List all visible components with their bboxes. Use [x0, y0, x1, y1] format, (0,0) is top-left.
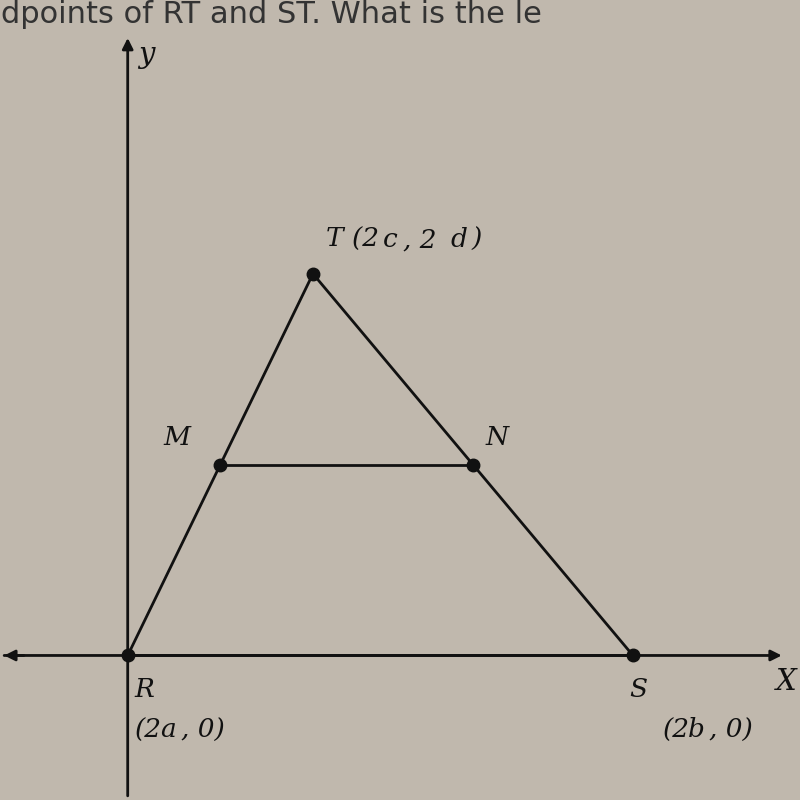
Text: ): )	[471, 227, 482, 252]
Text: y: y	[138, 41, 154, 69]
Text: M: M	[164, 426, 191, 450]
Text: X: X	[776, 668, 797, 696]
Text: dpoints of RT and ST. What is the le: dpoints of RT and ST. What is the le	[2, 0, 542, 30]
Text: S: S	[629, 677, 647, 702]
Text: N: N	[486, 426, 509, 450]
Text: (2: (2	[662, 718, 690, 742]
Text: d: d	[450, 227, 467, 252]
Text: a: a	[160, 718, 175, 742]
Text: , 2: , 2	[403, 227, 437, 252]
Text: , 0): , 0)	[709, 718, 753, 742]
Text: b: b	[688, 718, 705, 742]
Text: c: c	[383, 227, 398, 252]
Text: T (2: T (2	[326, 227, 378, 252]
Text: , 0): , 0)	[181, 718, 225, 742]
Text: (2: (2	[134, 718, 162, 742]
Text: R: R	[134, 677, 154, 702]
